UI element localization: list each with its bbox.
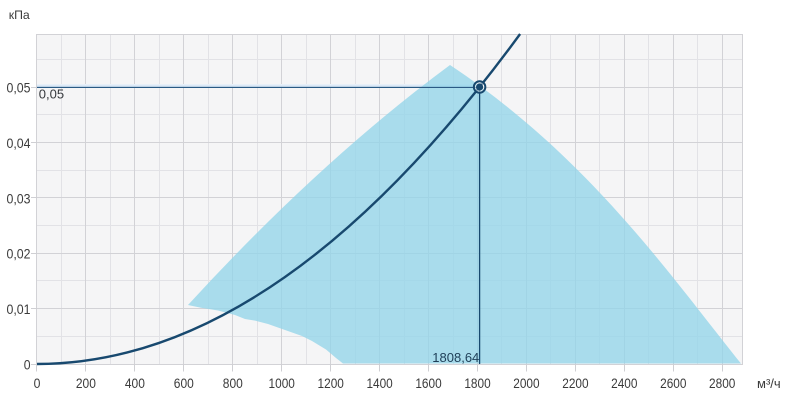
svg-text:1808,64: 1808,64 (432, 350, 479, 365)
svg-text:2400: 2400 (611, 376, 637, 391)
svg-text:0: 0 (24, 358, 31, 373)
svg-text:кПа: кПа (9, 8, 30, 22)
svg-text:2800: 2800 (709, 376, 735, 391)
svg-text:2200: 2200 (562, 376, 588, 391)
svg-text:0: 0 (34, 376, 41, 391)
svg-text:400: 400 (125, 376, 145, 391)
svg-text:0,01: 0,01 (7, 302, 31, 317)
svg-text:2600: 2600 (660, 376, 686, 391)
svg-text:0,03: 0,03 (7, 191, 31, 206)
svg-text:0,05: 0,05 (39, 87, 64, 102)
svg-text:1400: 1400 (366, 376, 392, 391)
svg-text:200: 200 (76, 376, 96, 391)
svg-text:0,04: 0,04 (7, 136, 32, 151)
svg-text:0,02: 0,02 (7, 247, 31, 262)
svg-text:1800: 1800 (464, 376, 490, 391)
svg-text:м³/ч: м³/ч (757, 376, 781, 391)
svg-text:0,05: 0,05 (7, 81, 31, 96)
svg-text:1600: 1600 (415, 376, 441, 391)
svg-text:2000: 2000 (513, 376, 539, 391)
svg-text:600: 600 (174, 376, 194, 391)
svg-text:800: 800 (223, 376, 243, 391)
svg-text:1000: 1000 (269, 376, 295, 391)
svg-text:1200: 1200 (318, 376, 344, 391)
